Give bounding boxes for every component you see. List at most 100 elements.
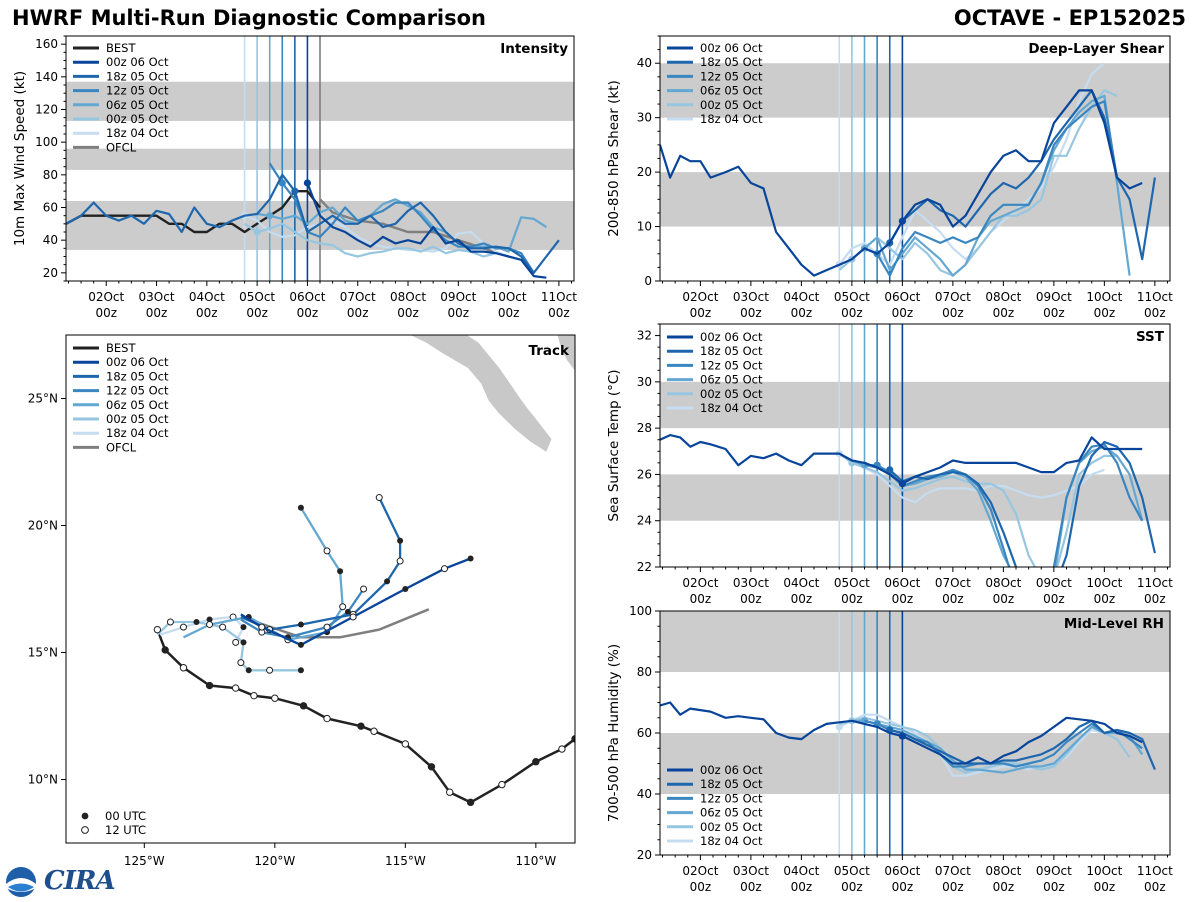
series-line [244, 214, 509, 258]
best-marker-12utc [179, 664, 188, 672]
plot-area [660, 36, 1170, 281]
best-marker-00utc [466, 798, 475, 807]
lon-tick-label: 110°W [515, 854, 556, 868]
best-marker-00utc [532, 758, 540, 766]
track-marker-00utc [245, 667, 252, 674]
legend-marker-label: 12 UTC [105, 823, 146, 837]
x-tick-label: 00z [1144, 880, 1166, 894]
legend-label: 18z 04 Oct [700, 112, 763, 126]
x-tick-label: 09Oct [1036, 864, 1072, 878]
figure-title: HWRF Multi-Run Diagnostic Comparison [12, 6, 487, 30]
series-line [660, 701, 1143, 765]
x-tick-label: 03Oct [733, 576, 769, 590]
series-line [838, 452, 1105, 504]
legend-label: 00z 05 Oct [700, 98, 763, 112]
legend-label: 18z 05 Oct [700, 344, 763, 358]
init-marker [835, 723, 843, 731]
legend-label: 12z 05 Oct [700, 791, 763, 805]
panel-title: Deep-Layer Shear [1028, 41, 1164, 57]
x-tick-label: 00z [841, 880, 863, 894]
legend-label: BEST [106, 41, 136, 55]
track-marker-12utc [360, 585, 368, 593]
panel-intensity: 20 40 60 80 100 120 140 160 02Oct 00z 03Oct 00z 04Oc… [12, 35, 577, 320]
plot-area [660, 611, 1170, 855]
forecast-track-line [240, 497, 402, 631]
y-tick-label: 30 [637, 111, 652, 125]
x-tick-label: 04Oct [783, 576, 819, 590]
best-marker-12utc [558, 745, 566, 753]
x-tick-label: 09Oct [1036, 576, 1072, 590]
panel-title: Mid-Level RH [1064, 616, 1164, 632]
lon-tick-label: 120°W [254, 854, 295, 868]
shaded-band [660, 381, 1170, 429]
legend-label: 00z 06 Oct [700, 41, 763, 55]
track-marker-00utc [240, 624, 247, 631]
series-line [660, 89, 1143, 277]
y-tick-label: 24 [637, 514, 652, 528]
x-tick-label: 11Oct [1137, 290, 1173, 304]
legend-marker-label: 00 UTC [105, 809, 146, 823]
legend-label: 12z 05 Oct [106, 84, 169, 98]
shaded-band [660, 172, 1170, 227]
x-tick-label: 00z [892, 880, 914, 894]
cira-logo: CIRA [4, 866, 116, 898]
forecast-track-line [240, 588, 365, 639]
x-tick-label: 02Oct [88, 290, 124, 304]
x-tick-label: 00z [942, 306, 964, 320]
y-tick-label: 30 [637, 375, 652, 389]
x-tick-label: 03Oct [733, 864, 769, 878]
x-tick-label: 00z [993, 306, 1015, 320]
panel-title: Intensity [500, 41, 568, 57]
track-marker-12utc [396, 557, 404, 565]
init-marker [303, 179, 312, 187]
track-marker-12utc [237, 659, 245, 667]
legend-label: 12z 05 Oct [700, 69, 763, 83]
panel-title: Track [529, 343, 570, 359]
track-marker-00utc [297, 667, 304, 674]
x-tick-label: 11Oct [1137, 576, 1173, 590]
track-marker-12utc [258, 623, 266, 631]
land [454, 335, 549, 447]
y-tick-label: 60 [43, 201, 58, 215]
x-tick-label: 11Oct [541, 290, 577, 304]
x-tick-label: 06Oct [884, 864, 920, 878]
x-tick-label: 10Oct [1086, 576, 1122, 590]
x-tick-label: 07Oct [935, 864, 971, 878]
x-tick-label: 00z [690, 592, 712, 606]
cira-logo-text: CIRA [44, 866, 116, 896]
y-tick-label: 20 [637, 848, 652, 862]
y-tick-label: 40 [43, 233, 58, 247]
panel-sst: 22 24 26 28 30 32 02Oct 00z 03Oct 00z 04Oct 00z 05Oc… [606, 323, 1173, 606]
best-track-line [156, 629, 575, 804]
y-axis-label: Sea Surface Temp (°C) [606, 369, 622, 521]
init-marker [898, 732, 906, 740]
series-line [889, 719, 1156, 771]
track-marker-12utc [166, 618, 174, 626]
x-tick-label: 08Oct [985, 576, 1021, 590]
track-marker-00utc [297, 641, 304, 648]
legend-label: 00z 05 Oct [700, 387, 763, 401]
x-tick-label: 00z [740, 592, 762, 606]
x-tick-label: 00z [95, 306, 117, 320]
map-area [153, 335, 575, 807]
init-marker [253, 228, 261, 236]
x-tick-label: 00z [397, 306, 419, 320]
plot-area [660, 324, 1170, 567]
y-tick-label: 100 [629, 604, 652, 618]
legend-label: 06z 05 Oct [700, 373, 763, 387]
best-marker-00utc [427, 763, 436, 771]
x-tick-label: 08Oct [985, 864, 1021, 878]
x-tick-label: 00z [740, 880, 762, 894]
x-tick-label: 00z [942, 880, 964, 894]
x-tick-label: 10Oct [1086, 864, 1122, 878]
best-line [66, 190, 321, 234]
x-tick-label: 00z [791, 306, 813, 320]
track-marker-12utc [375, 494, 383, 502]
x-tick-label: 05Oct [834, 864, 870, 878]
legend-label: 18z 04 Oct [106, 426, 169, 440]
y-tick-label: 20 [43, 266, 58, 280]
series-line [268, 162, 535, 274]
lon-tick-label: 125°W [124, 854, 165, 868]
x-tick-label: 07Oct [340, 290, 376, 304]
